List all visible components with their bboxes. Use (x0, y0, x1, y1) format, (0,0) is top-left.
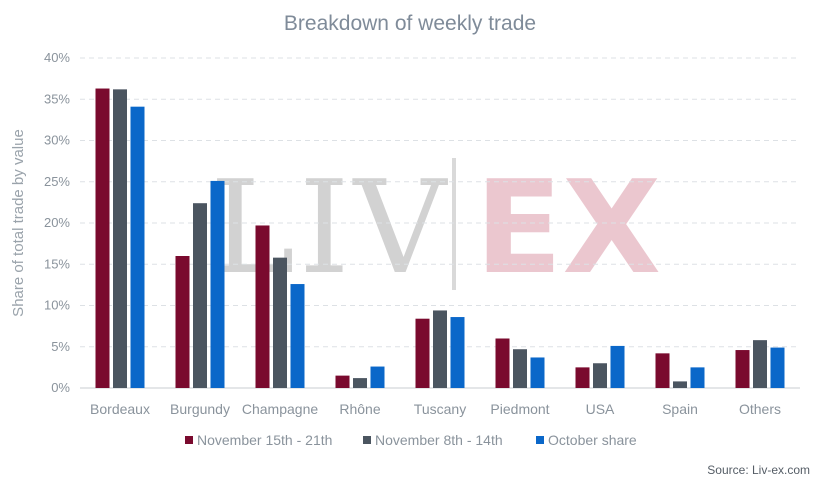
x-tick-label: Bordeaux (90, 401, 150, 417)
bar (130, 106, 145, 389)
bar (370, 366, 385, 388)
bar (495, 338, 510, 388)
bar (175, 256, 190, 388)
bar (95, 88, 110, 389)
x-tick-label: Tuscany (414, 401, 466, 417)
bar (655, 353, 670, 388)
bar (290, 284, 305, 388)
legend-swatch (536, 436, 544, 444)
y-tick-label: 0% (51, 380, 70, 395)
bar (353, 378, 367, 388)
bar (113, 89, 127, 388)
x-tick-label: Rhône (339, 401, 380, 417)
y-axis-ticks: 0% 5% 10% 15% 20% 25% 30% 35% 40% (44, 50, 70, 395)
y-tick-label: 20% (44, 215, 70, 230)
y-tick-label: 30% (44, 133, 70, 148)
source-note: Source: Liv-ex.com (707, 463, 810, 477)
bar (273, 257, 287, 388)
bar (433, 310, 447, 388)
legend-label: November 15th - 21th (197, 432, 332, 448)
legend-label: November 8th - 14th (375, 432, 503, 448)
bar (770, 347, 785, 388)
bar (673, 381, 687, 388)
bars (95, 88, 785, 389)
chart-title: Breakdown of weekly trade (284, 12, 536, 35)
y-tick-label: 25% (44, 174, 70, 189)
bar (735, 350, 750, 388)
x-tick-label: Burgundy (170, 401, 230, 417)
legend-swatch (185, 436, 193, 444)
watermark-divider (452, 158, 456, 290)
legend-swatch (363, 436, 371, 444)
bar (255, 225, 270, 388)
y-tick-label: 35% (44, 91, 70, 106)
x-tick-label: USA (586, 401, 615, 417)
bar (530, 357, 545, 388)
legend-label: October share (548, 432, 637, 448)
y-axis-label: Share of total trade by value (10, 129, 27, 317)
y-tick-label: 5% (51, 339, 70, 354)
x-tick-label: Piedmont (490, 401, 549, 417)
bar (593, 363, 607, 388)
x-tick-label: Champagne (242, 401, 318, 417)
bar (193, 203, 207, 388)
y-tick-label: 10% (44, 298, 70, 313)
watermark-right: EX (475, 154, 661, 303)
bar (210, 180, 225, 388)
bar (575, 367, 590, 388)
bar (450, 317, 465, 388)
x-tick-label: Spain (662, 401, 698, 417)
x-tick-label: Others (739, 401, 781, 417)
bar (753, 340, 767, 388)
bar (335, 375, 350, 388)
category-labels: Bordeaux Burgundy Champagne Rhône Tuscany Pie… (90, 401, 781, 417)
legend: November 15th - 21th November 8th - 14th O… (185, 432, 637, 448)
bar (513, 349, 527, 388)
y-tick-label: 40% (44, 50, 70, 65)
bar (415, 318, 430, 388)
liv-ex-watermark: LIV EX (210, 154, 661, 303)
bar (690, 367, 705, 388)
y-tick-label: 15% (44, 256, 70, 271)
bar (610, 345, 625, 388)
watermark-left: LIV (210, 154, 450, 303)
